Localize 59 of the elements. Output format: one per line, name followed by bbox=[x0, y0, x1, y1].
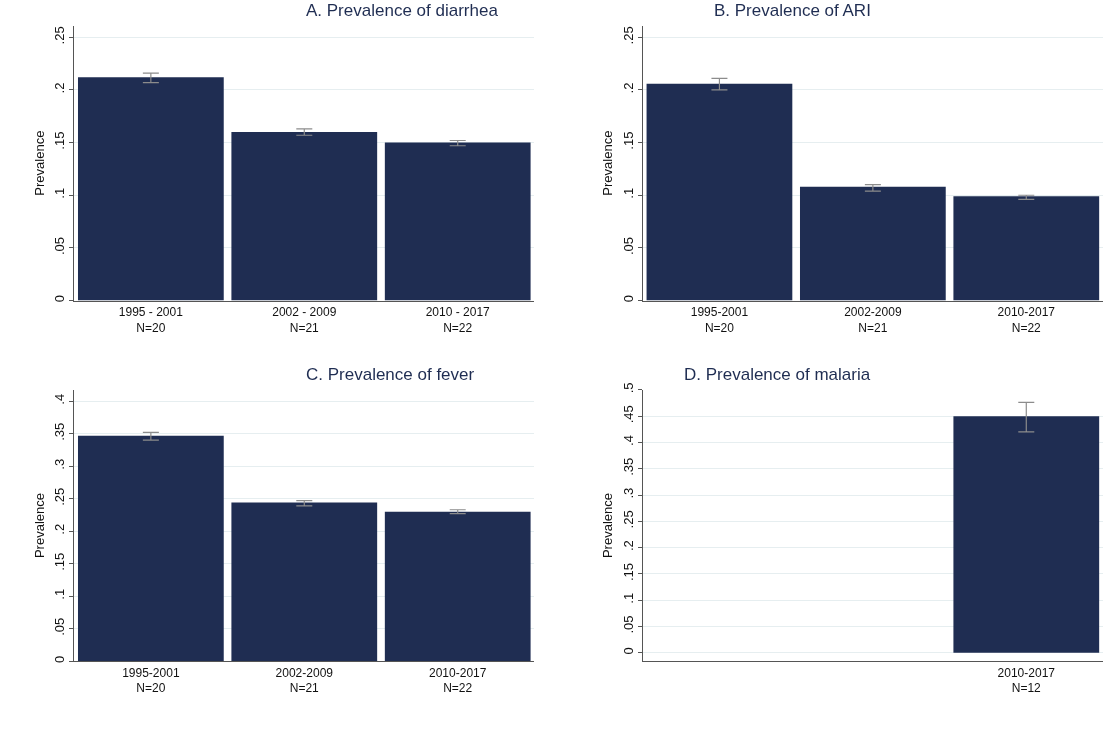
x-tick-label: 2010-2017 N=22 bbox=[429, 665, 487, 696]
y-tick-label: .15 bbox=[620, 562, 636, 582]
x-tick-label: 1995-2001 N=20 bbox=[122, 665, 180, 696]
x-tick-label: 1995-2001 N=20 bbox=[690, 304, 749, 335]
bar bbox=[384, 142, 531, 301]
y-tick-label: .2 bbox=[620, 540, 636, 552]
y-axis-title: Prevalence bbox=[31, 130, 47, 196]
y-tick-label: 0 bbox=[620, 294, 636, 303]
bar bbox=[646, 83, 793, 301]
y-tick-label: .35 bbox=[51, 422, 67, 441]
y-axis-title: Prevalence bbox=[600, 493, 616, 559]
x-tick-label: 2010 - 2017 N=22 bbox=[425, 304, 491, 335]
y-tick-label: .25 bbox=[620, 26, 636, 45]
y-tick-label: 0 bbox=[620, 647, 636, 655]
bar bbox=[77, 435, 224, 662]
bar bbox=[77, 77, 224, 301]
y-tick-label: .05 bbox=[51, 617, 67, 636]
y-tick-label: .1 bbox=[51, 588, 67, 600]
y-tick-label: .2 bbox=[51, 82, 67, 94]
y-tick-label: .25 bbox=[51, 487, 67, 506]
y-axis-title: Prevalence bbox=[31, 493, 47, 559]
y-axis-title: Prevalence bbox=[600, 130, 616, 196]
y-tick-label: .15 bbox=[51, 131, 67, 150]
y-tick-label: .1 bbox=[620, 592, 636, 604]
y-tick-label: .5 bbox=[620, 382, 636, 394]
y-tick-label: .15 bbox=[620, 131, 636, 150]
y-tick-label: .45 bbox=[620, 405, 636, 424]
chart-title: B. Prevalence of ARI bbox=[714, 1, 871, 20]
y-tick-label: .35 bbox=[620, 457, 636, 476]
y-tick-label: .25 bbox=[51, 26, 67, 45]
chart-title: C. Prevalence of fever bbox=[306, 365, 475, 384]
chart-title: A. Prevalence of diarrhea bbox=[306, 1, 499, 20]
bar bbox=[953, 196, 1100, 301]
y-tick-label: 0 bbox=[51, 294, 67, 303]
chart-title: D. Prevalence of malaria bbox=[684, 365, 871, 384]
y-tick-label: .3 bbox=[51, 458, 67, 470]
x-tick-label: 2002-2009 N=21 bbox=[275, 665, 334, 696]
x-tick-label: 1995 - 2001 N=20 bbox=[118, 304, 184, 335]
x-tick-label: 2010-2017 N=12 bbox=[997, 665, 1056, 696]
y-tick-label: .15 bbox=[51, 552, 67, 571]
x-tick-label: 2002 - 2009 N=21 bbox=[272, 304, 337, 335]
y-tick-label: .05 bbox=[620, 615, 636, 634]
y-tick-label: .1 bbox=[51, 187, 67, 199]
y-tick-label: .2 bbox=[51, 523, 67, 535]
x-tick-label: 2010-2017 N=22 bbox=[997, 304, 1056, 335]
x-tick-label: 2002-2009 N=21 bbox=[844, 304, 902, 335]
y-tick-label: .05 bbox=[51, 236, 67, 255]
y-tick-label: .4 bbox=[620, 435, 636, 446]
y-tick-label: .3 bbox=[620, 487, 636, 499]
y-tick-label: .2 bbox=[620, 82, 636, 94]
bar bbox=[799, 186, 946, 301]
y-tick-label: .4 bbox=[51, 393, 67, 405]
y-tick-label: 0 bbox=[51, 655, 67, 663]
bar bbox=[231, 132, 378, 301]
bar bbox=[384, 511, 531, 662]
y-tick-label: .25 bbox=[620, 510, 636, 529]
y-tick-label: .1 bbox=[620, 187, 636, 199]
bar bbox=[231, 502, 378, 662]
y-tick-label: .05 bbox=[620, 236, 636, 255]
